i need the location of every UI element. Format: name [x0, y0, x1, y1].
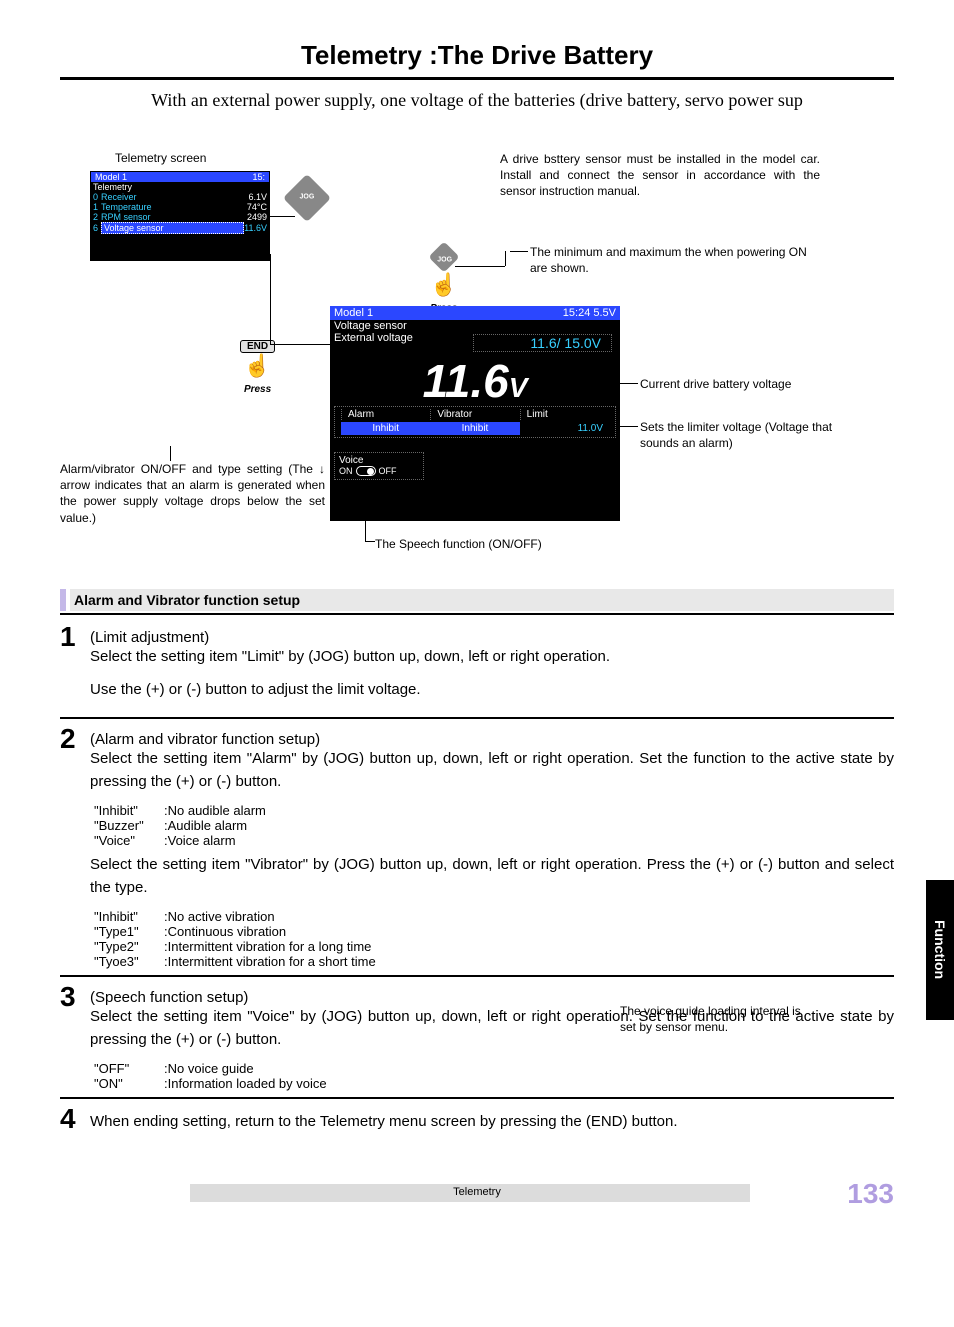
step-title: (Limit adjustment): [90, 629, 209, 646]
voice-toggle: ON OFF: [339, 466, 397, 476]
step-rule: [60, 975, 894, 977]
press-label: Press: [244, 384, 271, 395]
step-title: (Speech function setup): [90, 989, 248, 1006]
big-voltage-num: 11.6: [423, 355, 509, 407]
step-num: 1: [60, 623, 90, 711]
option-row: "Voice":Voice alarm: [94, 833, 894, 848]
jog-press-icon: ☝ Press: [430, 246, 457, 315]
option-row: "Tyoe3":Intermittent vibration for a sho…: [94, 954, 894, 969]
step-4: 4 When ending setting, return to the Tel…: [60, 1105, 894, 1144]
end-button-group: END ☝ Press: [240, 336, 275, 396]
voice-box: Voice ON OFF: [334, 452, 424, 480]
tscreen-hdr-left: Model 1: [95, 172, 127, 182]
footer: Telemetry 133: [60, 1184, 894, 1214]
jog-button-icon: [290, 181, 324, 219]
callout-install: A drive bsttery sensor must be installed…: [500, 151, 820, 200]
callout-alarm-note: Alarm/vibrator ON/OFF and type setting (…: [60, 461, 325, 526]
tscreen-hdr2: Telemetry: [91, 182, 269, 192]
hand-icon: ☝: [244, 353, 271, 378]
dscreen-hdr-right: 15:24 5.5V: [563, 307, 616, 319]
page-number: 133: [847, 1178, 894, 1210]
step-text: Select the setting item "Alarm" by (JOG)…: [90, 748, 894, 793]
footer-label: Telemetry: [60, 1186, 894, 1198]
option-row: "Inhibit":No audible alarm: [94, 803, 894, 818]
telemetry-row: 1Temperature74°C: [91, 202, 269, 212]
step-3: 3 (Speech function setup) Select the set…: [60, 983, 894, 1091]
detail-col: AlarmInhibit: [341, 409, 430, 435]
option-row: "ON":Information loaded by voice: [94, 1076, 894, 1091]
step-title: (Alarm and vibrator function setup): [90, 731, 320, 748]
section-header: Alarm and Vibrator function setup: [60, 589, 894, 611]
big-voltage: 11.6V: [330, 354, 620, 406]
section-header-text: Alarm and Vibrator function setup: [70, 589, 894, 611]
step-text: Select the setting item "Vibrator" by (J…: [90, 854, 894, 899]
voice-label: Voice: [339, 455, 419, 466]
dscreen-hdr-left: Model 1: [334, 307, 373, 319]
detail-screen: Model 1 15:24 5.5V Voltage sensor Extern…: [330, 306, 620, 521]
detail-col: VibratorInhibit: [430, 409, 519, 435]
detail-col: Limit11.0V: [520, 409, 609, 435]
option-row: "Inhibit":No active vibration: [94, 909, 894, 924]
telemetry-row: 0Receiver6.1V: [91, 192, 269, 202]
step-rule: [60, 717, 894, 719]
voice-off: OFF: [379, 466, 397, 476]
section-rule: [60, 613, 894, 615]
step-num: 2: [60, 725, 90, 969]
page-title: Telemetry :The Drive Battery: [60, 40, 894, 71]
option-row: "Buzzer":Audible alarm: [94, 818, 894, 833]
diagram-area: Telemetry screen Model 1 15: Telemetry 0…: [60, 151, 894, 581]
callout-speech: The Speech function (ON/OFF): [375, 536, 625, 552]
title-rule: [60, 77, 894, 80]
step-num: 3: [60, 983, 90, 1091]
step-text: Use the (+) or (-) button to adjust the …: [90, 679, 894, 702]
big-voltage-unit: V: [509, 372, 528, 403]
callout-current: Current drive battery voltage: [640, 376, 840, 392]
step-text: When ending setting, return to the Telem…: [90, 1111, 894, 1134]
callout-minmax: The minimum and maximum the when powerin…: [530, 244, 820, 276]
callout-limit: Sets the limiter voltage (Voltage that s…: [640, 419, 860, 451]
tscreen-hdr-right: 15:: [252, 172, 265, 182]
voice-on: ON: [339, 466, 353, 476]
option-row: "OFF":No voice guide: [94, 1061, 894, 1076]
telemetry-screen: Model 1 15: Telemetry 0Receiver6.1V1Temp…: [90, 171, 270, 261]
step-text: Select the setting item "Limit" by (JOG)…: [90, 646, 894, 669]
step-rule: [60, 1097, 894, 1099]
side-tab: Function: [926, 880, 954, 1020]
minmax-value: 11.6/ 15.0V: [473, 334, 612, 352]
step-num: 4: [60, 1105, 90, 1144]
step-2: 2 (Alarm and vibrator function setup) Se…: [60, 725, 894, 969]
side-note: The voice guide loading interval is set …: [620, 1003, 810, 1035]
dscreen-line2b: External voltage: [330, 332, 465, 354]
dscreen-line2a: Voltage sensor: [330, 320, 620, 332]
option-row: "Type2":Intermittent vibration for a lon…: [94, 939, 894, 954]
intro-text: With an external power supply, one volta…: [60, 90, 894, 111]
telemetry-row: 2RPM sensor2499: [91, 212, 269, 222]
telemetry-screen-label: Telemetry screen: [115, 151, 206, 165]
hand-icon: ☝: [430, 272, 457, 297]
option-row: "Type1":Continuous vibration: [94, 924, 894, 939]
step-1: 1 (Limit adjustment) Select the setting …: [60, 623, 894, 711]
telemetry-row: 6Voltage sensor11.6V: [91, 222, 269, 234]
